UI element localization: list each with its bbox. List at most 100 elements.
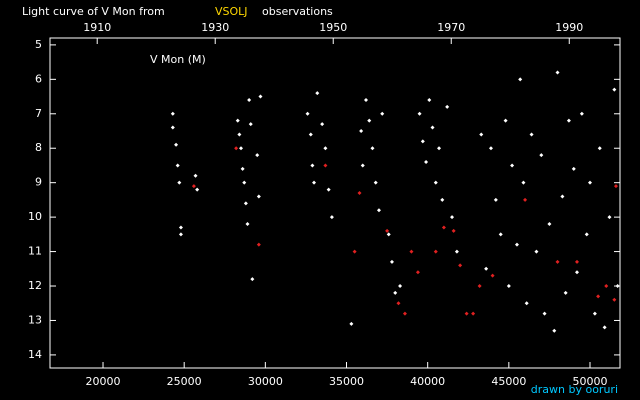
chart-title-source: VSOLJ bbox=[215, 5, 248, 18]
point bbox=[420, 139, 425, 144]
point bbox=[195, 187, 200, 192]
point bbox=[498, 232, 503, 237]
point bbox=[393, 290, 398, 295]
point bbox=[490, 273, 495, 278]
point bbox=[326, 187, 331, 192]
point bbox=[415, 270, 420, 275]
point bbox=[398, 284, 403, 289]
point bbox=[454, 249, 459, 254]
point bbox=[240, 166, 245, 171]
point bbox=[484, 266, 489, 271]
point bbox=[191, 184, 196, 189]
point bbox=[376, 208, 381, 213]
chart-title: Light curve of V Mon from bbox=[22, 5, 165, 18]
x-tick-label: 35000 bbox=[329, 375, 364, 388]
point bbox=[329, 215, 334, 220]
point bbox=[389, 259, 394, 264]
point bbox=[308, 132, 313, 137]
point bbox=[193, 173, 198, 178]
point bbox=[521, 180, 526, 185]
point bbox=[440, 197, 445, 202]
x-tick-label: 20000 bbox=[86, 375, 121, 388]
point bbox=[529, 132, 534, 137]
point bbox=[566, 118, 571, 123]
point bbox=[250, 277, 255, 282]
x2-tick-label: 1950 bbox=[319, 21, 347, 34]
point bbox=[518, 77, 523, 82]
point bbox=[258, 94, 263, 99]
point bbox=[234, 146, 239, 151]
point bbox=[506, 284, 511, 289]
credit: drawn by ooruri bbox=[531, 383, 618, 396]
point bbox=[174, 142, 179, 147]
point bbox=[385, 228, 390, 233]
point bbox=[604, 284, 609, 289]
point bbox=[357, 191, 362, 196]
point bbox=[396, 301, 401, 306]
point bbox=[488, 146, 493, 151]
point bbox=[464, 311, 469, 316]
y-tick-label: 5 bbox=[35, 38, 42, 51]
point bbox=[170, 125, 175, 130]
point bbox=[352, 249, 357, 254]
x2-tick-label: 1930 bbox=[201, 21, 229, 34]
y-tick-label: 8 bbox=[35, 141, 42, 154]
y-tick-label: 10 bbox=[28, 210, 42, 223]
point bbox=[367, 118, 372, 123]
point bbox=[555, 70, 560, 75]
point bbox=[175, 163, 180, 168]
point bbox=[370, 146, 375, 151]
point bbox=[477, 284, 482, 289]
x2-tick-label: 1910 bbox=[83, 21, 111, 34]
y-tick-label: 11 bbox=[28, 245, 42, 258]
point bbox=[524, 301, 529, 306]
point bbox=[417, 111, 422, 116]
point bbox=[534, 249, 539, 254]
point bbox=[552, 328, 557, 333]
point bbox=[323, 146, 328, 151]
point bbox=[571, 166, 576, 171]
point bbox=[514, 242, 519, 247]
point bbox=[305, 111, 310, 116]
y-tick-label: 12 bbox=[28, 279, 42, 292]
point bbox=[256, 242, 261, 247]
x-tick-label: 25000 bbox=[167, 375, 202, 388]
point bbox=[380, 111, 385, 116]
point bbox=[177, 180, 182, 185]
y-tick-label: 13 bbox=[28, 313, 42, 326]
x-tick-label: 45000 bbox=[491, 375, 526, 388]
point bbox=[613, 184, 618, 189]
point bbox=[510, 163, 515, 168]
point bbox=[592, 311, 597, 316]
point bbox=[235, 118, 240, 123]
point bbox=[242, 180, 247, 185]
point bbox=[560, 194, 565, 199]
point bbox=[479, 132, 484, 137]
point bbox=[315, 91, 320, 96]
point bbox=[584, 232, 589, 237]
x2-tick-label: 1970 bbox=[437, 21, 465, 34]
y-tick-label: 9 bbox=[35, 176, 42, 189]
point bbox=[238, 146, 243, 151]
point bbox=[588, 180, 593, 185]
point bbox=[349, 321, 354, 326]
point bbox=[555, 259, 560, 264]
point bbox=[363, 98, 368, 103]
point bbox=[373, 180, 378, 185]
point bbox=[424, 160, 429, 165]
point bbox=[360, 163, 365, 168]
point bbox=[433, 249, 438, 254]
point bbox=[597, 146, 602, 151]
point bbox=[237, 132, 242, 137]
y-tick-label: 14 bbox=[28, 348, 42, 361]
point bbox=[245, 222, 250, 227]
y-tick-label: 6 bbox=[35, 72, 42, 85]
point bbox=[612, 87, 617, 92]
point bbox=[547, 222, 552, 227]
point bbox=[493, 197, 498, 202]
point bbox=[451, 228, 456, 233]
point bbox=[612, 297, 617, 302]
point bbox=[602, 325, 607, 330]
point bbox=[450, 215, 455, 220]
point bbox=[256, 194, 261, 199]
